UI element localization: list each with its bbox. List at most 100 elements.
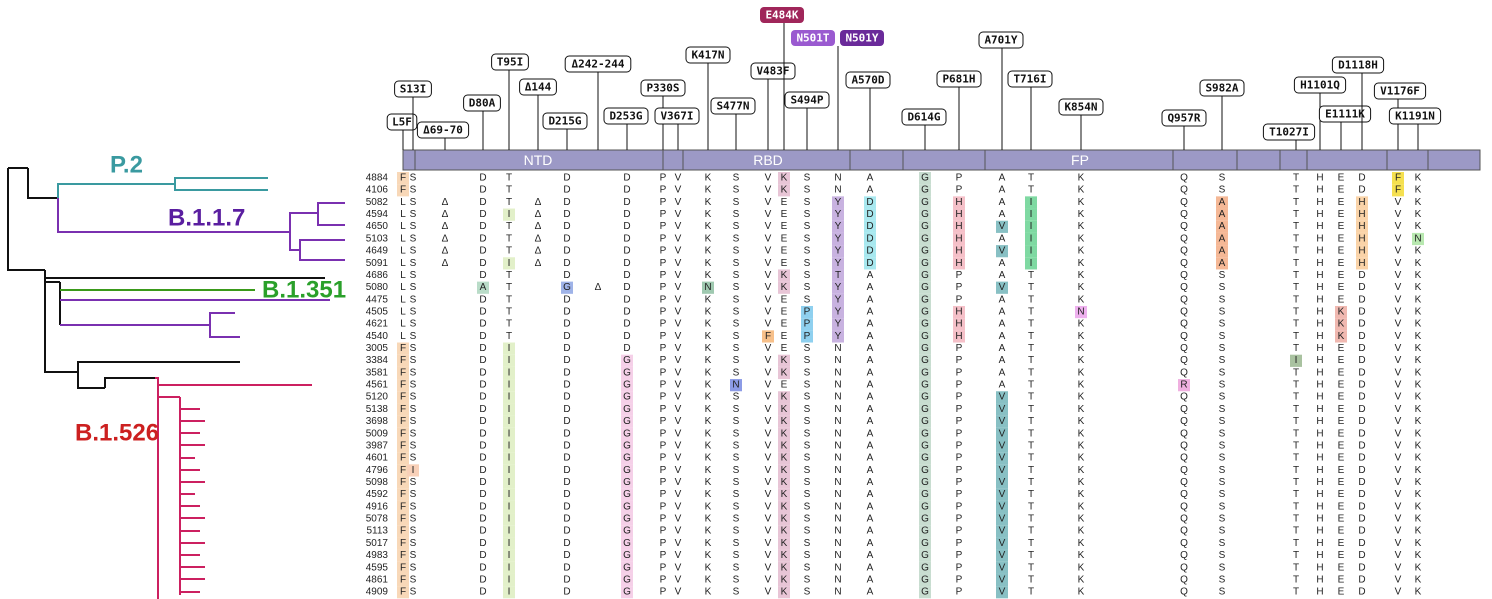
residue: H xyxy=(1316,453,1323,464)
sample-id: 4601 xyxy=(366,453,389,464)
label-box xyxy=(416,121,470,139)
residue: S xyxy=(733,246,740,257)
mutation-highlight xyxy=(778,415,790,428)
residue: G xyxy=(921,367,929,378)
residue: K xyxy=(1078,440,1085,451)
residue: V xyxy=(765,355,772,366)
residue: D xyxy=(866,258,873,269)
residue: T xyxy=(1293,404,1299,415)
residue: P xyxy=(660,343,667,354)
mutation-highlight xyxy=(397,342,409,355)
residue: P xyxy=(660,489,667,500)
residue: P xyxy=(660,246,667,257)
residue: D xyxy=(479,294,486,305)
residue: E xyxy=(1338,367,1345,378)
residue: H xyxy=(955,197,962,208)
residue: A xyxy=(867,282,874,293)
label-box xyxy=(386,113,418,131)
sample-id: 4595 xyxy=(366,562,389,573)
residue: V xyxy=(999,489,1006,500)
residue: S xyxy=(733,270,740,281)
residue: S xyxy=(733,526,740,537)
residue: N xyxy=(732,380,739,391)
residue: I xyxy=(508,209,511,220)
mutation-highlight xyxy=(919,488,931,501)
residue: H xyxy=(1316,173,1323,184)
residue: D xyxy=(1358,355,1365,366)
residue: T xyxy=(1293,197,1299,208)
residue: K xyxy=(705,574,712,585)
residue: D xyxy=(479,501,486,512)
residue: V xyxy=(999,550,1006,561)
residue: T xyxy=(1293,489,1299,500)
mutation-highlight xyxy=(832,257,844,270)
residue: F xyxy=(400,465,406,476)
mutation-highlight xyxy=(832,196,844,209)
residue: S xyxy=(410,501,417,512)
mutation-highlight xyxy=(621,439,633,453)
mutation-highlight xyxy=(407,464,419,477)
mutation-highlight xyxy=(778,464,790,477)
residue: K xyxy=(705,221,712,232)
residue: A xyxy=(867,428,874,439)
residue: D xyxy=(563,319,570,330)
residue: V xyxy=(675,440,682,451)
mutation-highlight xyxy=(621,573,633,587)
residue: Q xyxy=(1180,526,1188,537)
residue: K xyxy=(781,453,788,464)
residue: H xyxy=(1316,574,1323,585)
mutation-highlight xyxy=(919,318,931,331)
residue: Q xyxy=(1180,392,1188,403)
residue: K xyxy=(705,562,712,573)
mutation-label: S982A xyxy=(1205,82,1238,95)
residue: S xyxy=(733,294,740,305)
residue: T xyxy=(1293,331,1299,342)
residue: T xyxy=(1293,294,1299,305)
residue: S xyxy=(804,428,811,439)
residue: H xyxy=(1316,440,1323,451)
residue: H xyxy=(955,221,962,232)
residue: V xyxy=(675,173,682,184)
mutation-highlight xyxy=(953,318,965,331)
residue: V xyxy=(675,343,682,354)
residue: E xyxy=(781,197,788,208)
residue: K xyxy=(1415,258,1422,269)
residue: T xyxy=(1028,428,1034,439)
residue: V xyxy=(675,550,682,561)
residue: Δ xyxy=(535,221,542,232)
mutation-highlight xyxy=(919,525,931,538)
residue: E xyxy=(1338,440,1345,451)
mutation-label: A570D xyxy=(851,74,884,87)
residue: T xyxy=(1293,233,1299,244)
residue: N xyxy=(834,501,841,512)
residue: T xyxy=(1028,562,1034,573)
residue: F xyxy=(400,404,406,415)
residue: P xyxy=(956,355,963,366)
mutation-highlight xyxy=(397,500,409,514)
residue: K xyxy=(1078,197,1085,208)
residue: A xyxy=(867,343,874,354)
residue: K xyxy=(781,562,788,573)
residue: P xyxy=(660,173,667,184)
mutation-label: Δ242-244 xyxy=(572,58,625,71)
residue: D xyxy=(1358,185,1365,196)
residue: T xyxy=(1293,514,1299,525)
residue: V xyxy=(765,477,772,488)
residue: D xyxy=(1358,428,1365,439)
residue: I xyxy=(1030,258,1033,269)
residue: K xyxy=(1415,587,1422,598)
residue: V xyxy=(675,209,682,220)
residue: D xyxy=(563,440,570,451)
label-box xyxy=(519,78,557,96)
residue: E xyxy=(781,294,788,305)
mutation-highlight xyxy=(919,257,931,270)
mutation-label: T716I xyxy=(1013,73,1046,86)
mutation-label: N501T xyxy=(796,32,829,45)
residue: V xyxy=(765,416,772,427)
mutation-highlight xyxy=(778,513,790,526)
clade-label: B.1.351 xyxy=(262,277,346,304)
residue: S xyxy=(1219,489,1226,500)
residue: D xyxy=(479,270,486,281)
mutation-highlight xyxy=(503,513,515,526)
